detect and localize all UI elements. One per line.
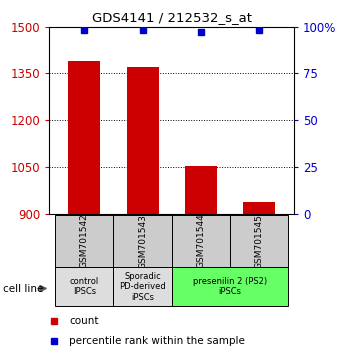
Title: GDS4141 / 212532_s_at: GDS4141 / 212532_s_at xyxy=(92,11,252,24)
Text: GSM701545: GSM701545 xyxy=(255,213,264,269)
Text: count: count xyxy=(69,316,98,326)
Text: control
IPSCs: control IPSCs xyxy=(70,277,99,296)
Bar xyxy=(185,166,217,214)
Bar xyxy=(230,215,288,267)
Bar xyxy=(126,67,158,214)
Text: GSM701542: GSM701542 xyxy=(80,214,89,268)
Text: Sporadic
PD-derived
iPSCs: Sporadic PD-derived iPSCs xyxy=(119,272,166,302)
Bar xyxy=(172,215,230,267)
Bar xyxy=(114,267,172,306)
Bar xyxy=(172,267,288,306)
Text: cell line: cell line xyxy=(3,284,44,293)
Text: presenilin 2 (PS2)
iPSCs: presenilin 2 (PS2) iPSCs xyxy=(193,277,267,296)
Text: GSM701543: GSM701543 xyxy=(138,213,147,269)
Text: GSM701544: GSM701544 xyxy=(196,214,205,268)
Text: percentile rank within the sample: percentile rank within the sample xyxy=(69,336,245,346)
Bar xyxy=(243,202,275,214)
Bar xyxy=(114,215,172,267)
Bar xyxy=(55,215,114,267)
Bar xyxy=(68,61,100,214)
Bar xyxy=(55,267,114,306)
